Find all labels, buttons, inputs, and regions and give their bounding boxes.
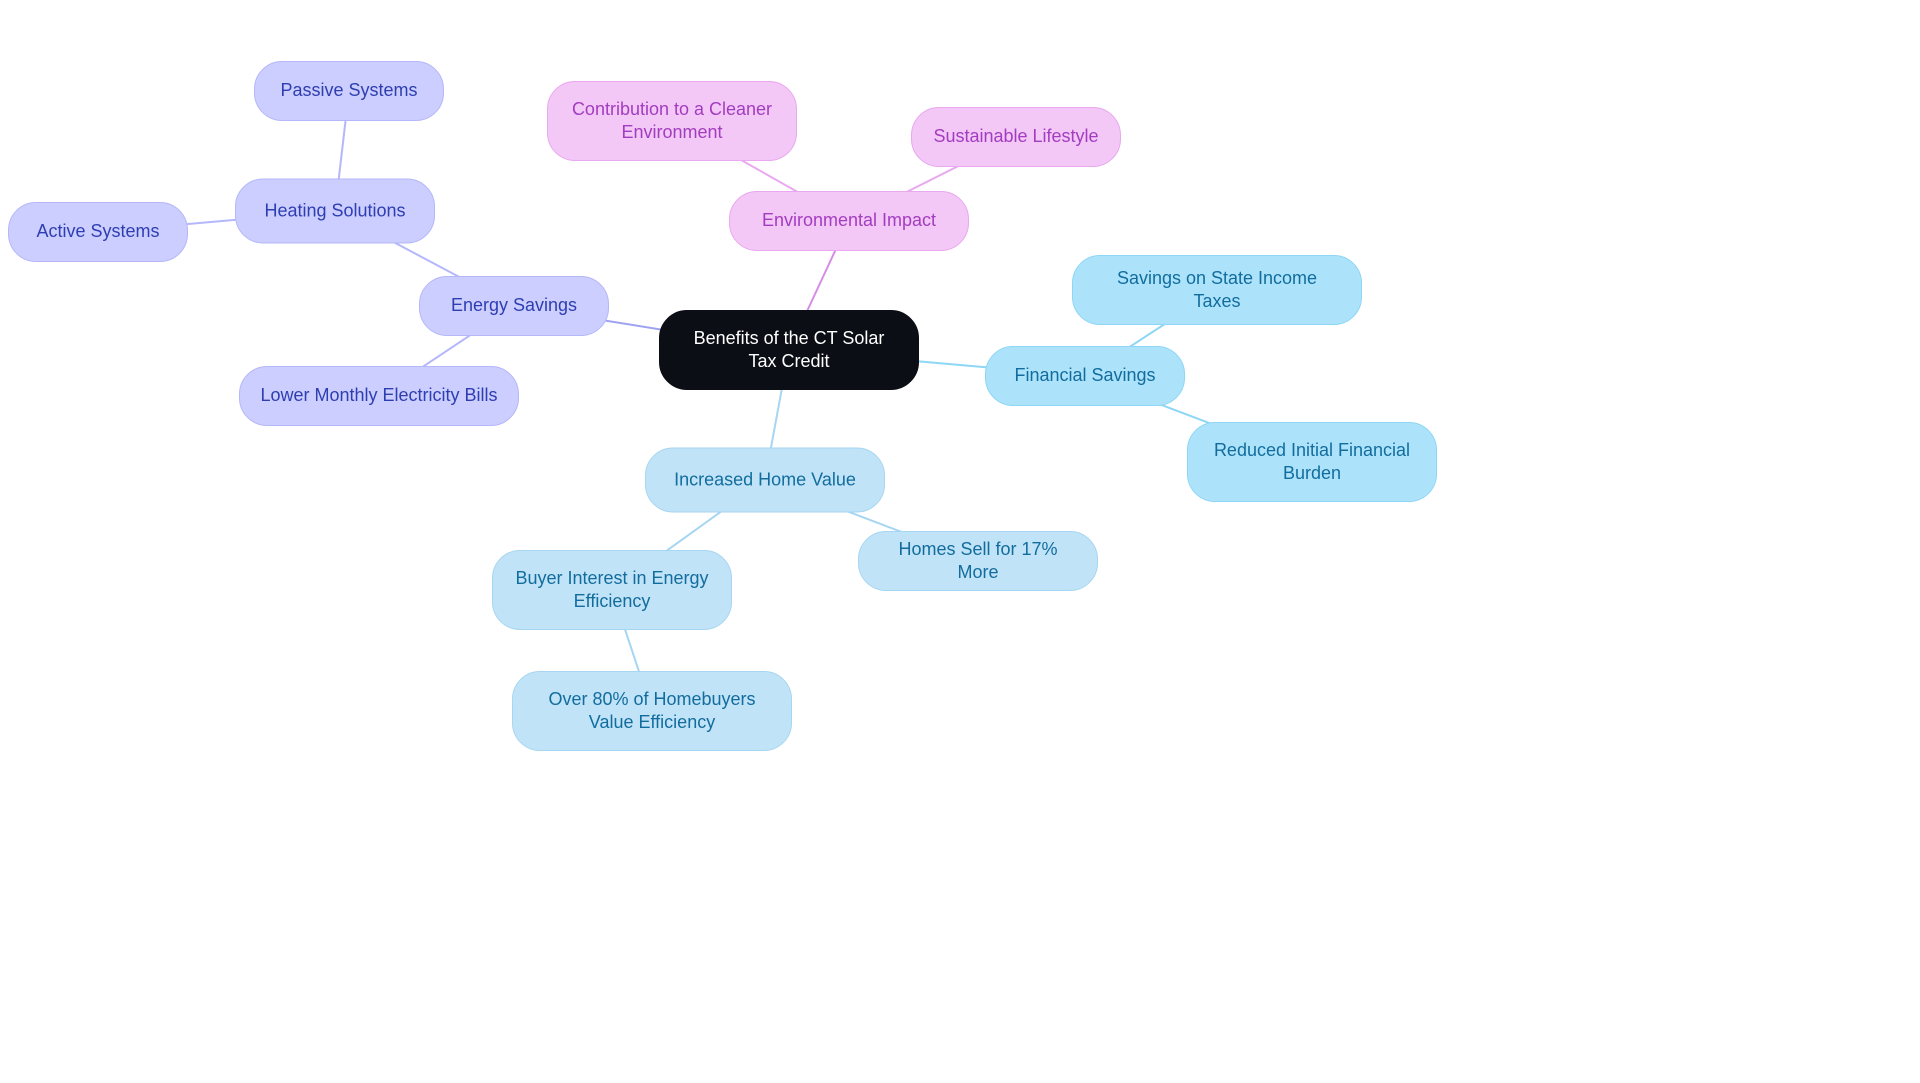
mindmap-node-financial: Financial Savings (985, 346, 1185, 406)
node-label: Heating Solutions (264, 199, 405, 222)
node-label: Passive Systems (280, 79, 417, 102)
mindmap-node-buyerInterest: Buyer Interest in Energy Efficiency (492, 550, 732, 630)
node-label: Homes Sell for 17% More (879, 538, 1077, 585)
node-label: Increased Home Value (674, 468, 856, 491)
mindmap-node-cleaner: Contribution to a Cleaner Environment (547, 81, 797, 161)
mindmap-node-energy: Energy Savings (419, 276, 609, 336)
mindmap-node-passive: Passive Systems (254, 61, 444, 121)
node-label: Contribution to a Cleaner Environment (568, 98, 776, 145)
node-label: Over 80% of Homebuyers Value Efficiency (533, 688, 771, 735)
node-label: Benefits of the CT Solar Tax Credit (680, 327, 898, 374)
node-label: Financial Savings (1014, 364, 1155, 387)
mindmap-node-active: Active Systems (8, 202, 188, 262)
node-label: Savings on State Income Taxes (1093, 267, 1341, 314)
node-label: Reduced Initial Financial Burden (1208, 439, 1416, 486)
mindmap-node-homeValue: Increased Home Value (645, 448, 885, 513)
node-label: Environmental Impact (762, 209, 936, 232)
mindmap-node-stateTax: Savings on State Income Taxes (1072, 255, 1362, 325)
mindmap-node-over80: Over 80% of Homebuyers Value Efficiency (512, 671, 792, 751)
mindmap-node-sustain: Sustainable Lifestyle (911, 107, 1121, 167)
node-label: Buyer Interest in Energy Efficiency (513, 567, 711, 614)
mindmap-node-lowerBills: Lower Monthly Electricity Bills (239, 366, 519, 426)
node-label: Sustainable Lifestyle (933, 125, 1098, 148)
mindmap-node-reducedBurden: Reduced Initial Financial Burden (1187, 422, 1437, 502)
mindmap-node-sell17: Homes Sell for 17% More (858, 531, 1098, 591)
mindmap-node-root: Benefits of the CT Solar Tax Credit (659, 310, 919, 390)
mindmap-node-env: Environmental Impact (729, 191, 969, 251)
node-label: Lower Monthly Electricity Bills (260, 384, 497, 407)
node-label: Active Systems (36, 220, 159, 243)
node-label: Energy Savings (451, 294, 577, 317)
mindmap-node-heating: Heating Solutions (235, 179, 435, 244)
